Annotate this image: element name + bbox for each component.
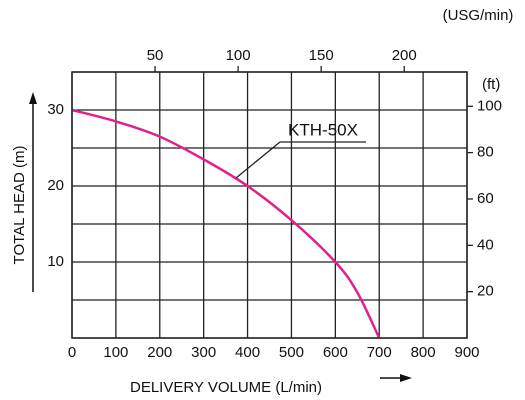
plot-border: [71, 71, 468, 339]
x-tick-label: 400: [235, 344, 260, 361]
y2-tick-label: 100: [477, 97, 502, 114]
x-tick-label: 900: [454, 344, 479, 361]
x2-tick-label: 150: [309, 47, 334, 64]
x2-tick-label: 50: [147, 47, 164, 64]
y2-tick-label: 40: [477, 236, 494, 253]
leader-line: [235, 141, 366, 179]
y-arrowhead: [29, 92, 37, 104]
y-axis-label: TOTAL HEAD (m): [11, 146, 28, 265]
x2-tick-label: 200: [392, 47, 417, 64]
x2-axis-label: (USG/min): [443, 7, 514, 24]
x-tick-label: 500: [279, 344, 304, 361]
x-tick-label: 600: [323, 344, 348, 361]
x-tick-label: 200: [147, 344, 172, 361]
x-arrowhead: [400, 374, 412, 382]
x2-tick-label: 100: [226, 47, 251, 64]
y2-axis-label: (ft): [482, 76, 500, 93]
x-tick-label: 100: [103, 344, 128, 361]
x-axis-label: DELIVERY VOLUME (L/min): [130, 379, 322, 396]
y2-tick-label: 20: [477, 283, 494, 300]
y-tick-label: 10: [47, 253, 64, 270]
y-tick-label: 30: [47, 101, 64, 118]
x-tick-label: 0: [68, 344, 76, 361]
y2-tick-label: 80: [477, 144, 494, 161]
x-tick-label: 700: [367, 344, 392, 361]
y-tick-label: 20: [47, 177, 64, 194]
y2-tick-label: 60: [477, 190, 494, 207]
x-tick-label: 300: [191, 344, 216, 361]
series-label: KTH-50X: [288, 120, 358, 139]
x-tick-label: 800: [411, 344, 436, 361]
curve: [71, 108, 381, 339]
